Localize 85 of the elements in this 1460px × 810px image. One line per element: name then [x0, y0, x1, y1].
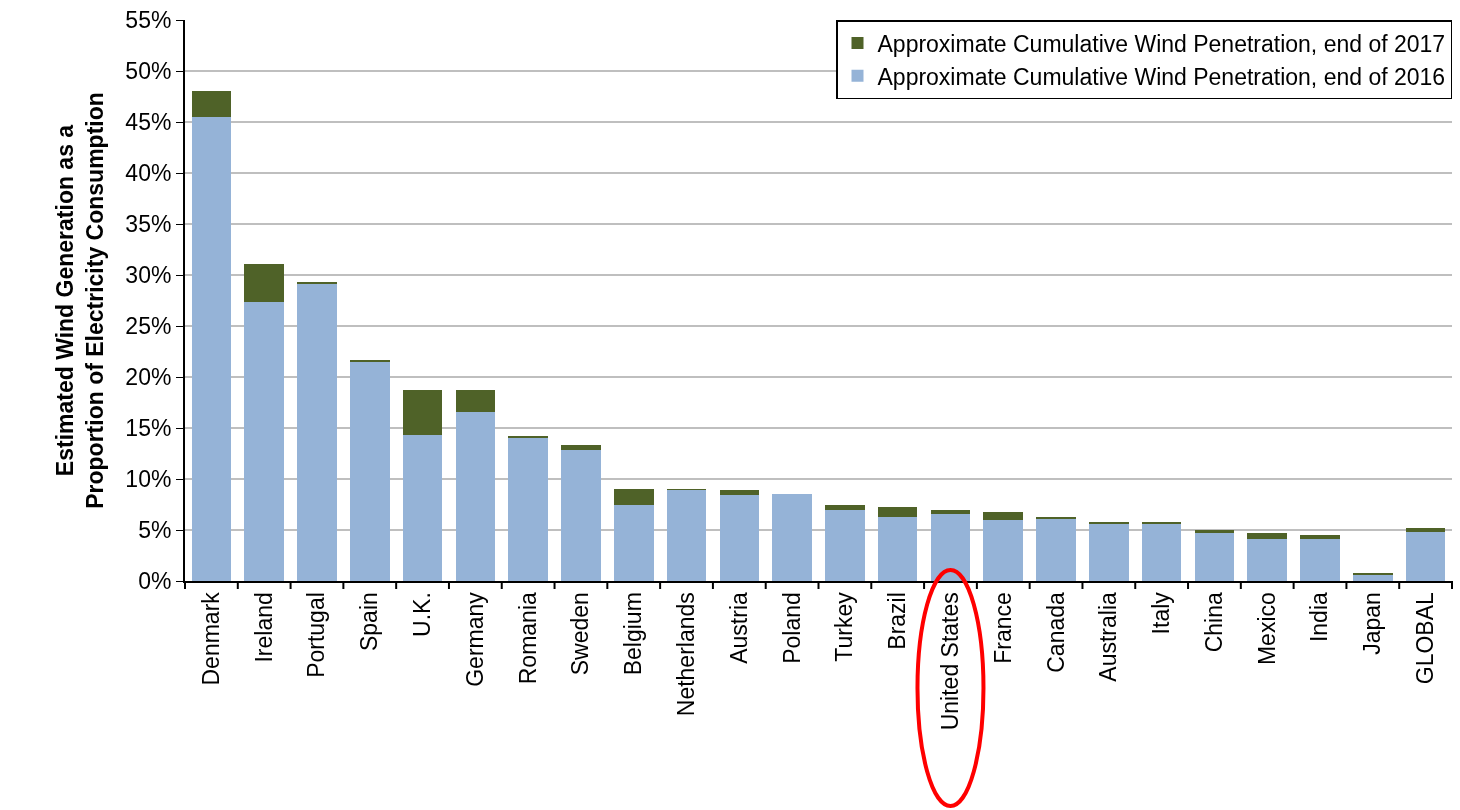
x-tick-label: GLOBAL — [1412, 591, 1439, 685]
bar — [244, 263, 284, 302]
bar — [1141, 523, 1182, 581]
bar — [825, 509, 865, 581]
x-tick-label: Romania — [514, 591, 541, 685]
x-tick-label: Netherlands — [672, 592, 699, 717]
y-tick-label: 10% — [125, 466, 172, 493]
bar — [930, 509, 971, 514]
bar — [508, 436, 548, 439]
bar — [825, 504, 865, 510]
legend-label: Approximate Cumulative Wind Penetration, end of 2016 — [877, 63, 1446, 90]
bar — [1300, 535, 1340, 540]
x-tick-label: Belgium — [620, 592, 647, 676]
x-tick-label: Spain — [356, 592, 383, 652]
y-tick-label: 45% — [125, 109, 172, 136]
x-tick-label: Brazil — [884, 592, 911, 650]
x-tick-label: Germany — [461, 591, 488, 687]
bar — [1194, 530, 1235, 534]
bar — [191, 91, 232, 117]
bar — [402, 435, 443, 581]
bar — [244, 301, 284, 581]
y-tick-label: 50% — [125, 58, 172, 85]
bar — [349, 361, 390, 581]
x-tick-label: Australia — [1095, 591, 1122, 682]
bar — [1300, 539, 1340, 581]
bar — [1089, 523, 1129, 581]
bar — [613, 504, 654, 581]
y-tick-label: 35% — [125, 211, 172, 238]
bar — [719, 495, 760, 581]
x-tick-label: Denmark — [197, 591, 224, 686]
y-tick-label: 15% — [125, 415, 172, 442]
bar — [402, 390, 443, 436]
x-tick-label: Mexico — [1253, 592, 1280, 666]
x-tick-label: China — [1200, 592, 1227, 653]
bar — [349, 359, 390, 362]
y-tick-label: 30% — [125, 262, 172, 289]
bar — [297, 282, 337, 285]
x-tick-label: Japan — [1359, 592, 1386, 655]
bar — [1089, 521, 1129, 524]
bar — [455, 411, 496, 581]
x-tick-label: Turkey — [831, 591, 858, 662]
legend-label: Approximate Cumulative Wind Penetration, end of 2017 — [877, 30, 1446, 57]
x-tick-label: Sweden — [567, 592, 594, 676]
bar — [1353, 572, 1393, 575]
bar — [1036, 516, 1076, 519]
bar — [719, 490, 760, 496]
bar — [930, 513, 971, 581]
x-tick-label: Ireland — [250, 592, 277, 663]
bar — [191, 116, 232, 581]
bar — [877, 506, 918, 517]
bar — [983, 519, 1024, 581]
y-tick-label: 25% — [125, 313, 172, 340]
x-tick-label: Poland — [778, 592, 805, 664]
y-tick-label: 20% — [125, 364, 172, 391]
x-tick-label: France — [989, 592, 1016, 664]
bar — [1247, 533, 1288, 540]
bar — [666, 490, 707, 581]
x-tick-label: Italy — [1148, 591, 1175, 635]
x-tick-label: India — [1306, 591, 1333, 643]
bar — [983, 511, 1024, 520]
bar — [1036, 518, 1076, 581]
bar — [508, 438, 548, 581]
y-tick-label: 40% — [125, 160, 172, 187]
x-tick-label: Austria — [725, 592, 752, 664]
bar — [561, 445, 601, 451]
bar — [1194, 533, 1235, 581]
bar — [455, 390, 496, 412]
bar — [1353, 574, 1393, 581]
x-tick-label: United States — [936, 592, 963, 731]
bar — [1247, 539, 1288, 581]
bar — [772, 494, 812, 581]
bar — [1141, 521, 1182, 524]
bar — [561, 450, 601, 581]
y-axis-title: Estimated Wind Generation as a Proportion of Electricity Consumption — [52, 92, 109, 509]
bar — [877, 516, 918, 581]
bar — [1405, 527, 1446, 533]
x-tick-label: Portugal — [303, 592, 330, 678]
bar — [1405, 532, 1446, 581]
bar — [613, 489, 654, 505]
y-tick-label: 55% — [125, 7, 172, 34]
y-tick-label: 0% — [138, 568, 172, 595]
bar — [297, 284, 337, 581]
y-tick-label: 5% — [138, 517, 172, 544]
x-tick-label: U.K. — [409, 592, 436, 637]
x-tick-label: Canada — [1042, 592, 1069, 673]
